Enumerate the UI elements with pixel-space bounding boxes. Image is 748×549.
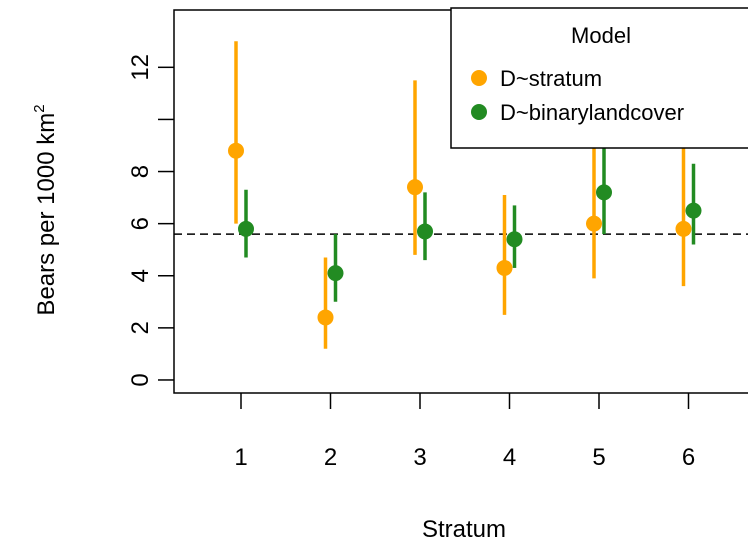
- data-point: [417, 223, 433, 240]
- legend-marker: [471, 70, 487, 86]
- legend-box: [450, 7, 748, 149]
- x-tick-label: 5: [592, 444, 605, 471]
- x-tick-label: 4: [503, 444, 516, 471]
- y-tick-label: 8: [127, 165, 154, 178]
- legend-marker: [471, 104, 487, 120]
- legend-label: D~binarylandcover: [500, 100, 684, 125]
- data-point: [407, 179, 423, 196]
- y-axis-title: Bears per 1000 km2: [31, 104, 60, 315]
- y-tick-label: 6: [127, 217, 154, 230]
- data-point: [675, 220, 692, 237]
- x-tick-label: 6: [682, 444, 695, 471]
- data-point: [327, 265, 344, 282]
- data-point: [586, 215, 602, 232]
- y-tick-label: 4: [127, 269, 154, 282]
- data-point: [228, 142, 244, 159]
- legend: Model D~stratum D~binarylandcover: [450, 7, 748, 149]
- x-axis-title: Stratum: [422, 516, 506, 543]
- data-point: [506, 231, 523, 248]
- x-tick-label: 3: [413, 444, 426, 471]
- y-axis-title-main: Bears per 1000 km: [33, 113, 60, 316]
- data-point: [596, 184, 612, 201]
- data-point: [317, 309, 334, 326]
- data-point: [238, 220, 254, 237]
- y-tick-label: 0: [127, 373, 154, 386]
- data-point: [496, 259, 513, 276]
- y-tick-label: 12: [127, 54, 154, 81]
- data-point: [685, 202, 702, 219]
- x-tick-label: 1: [234, 444, 247, 471]
- plot-area: [174, 41, 748, 349]
- x-tick-label: 2: [324, 444, 337, 471]
- legend-title: Model: [571, 23, 631, 48]
- legend-label: D~stratum: [500, 66, 602, 91]
- y-tick-label: 2: [127, 321, 154, 334]
- y-axis-title-superscript: 2: [31, 104, 48, 112]
